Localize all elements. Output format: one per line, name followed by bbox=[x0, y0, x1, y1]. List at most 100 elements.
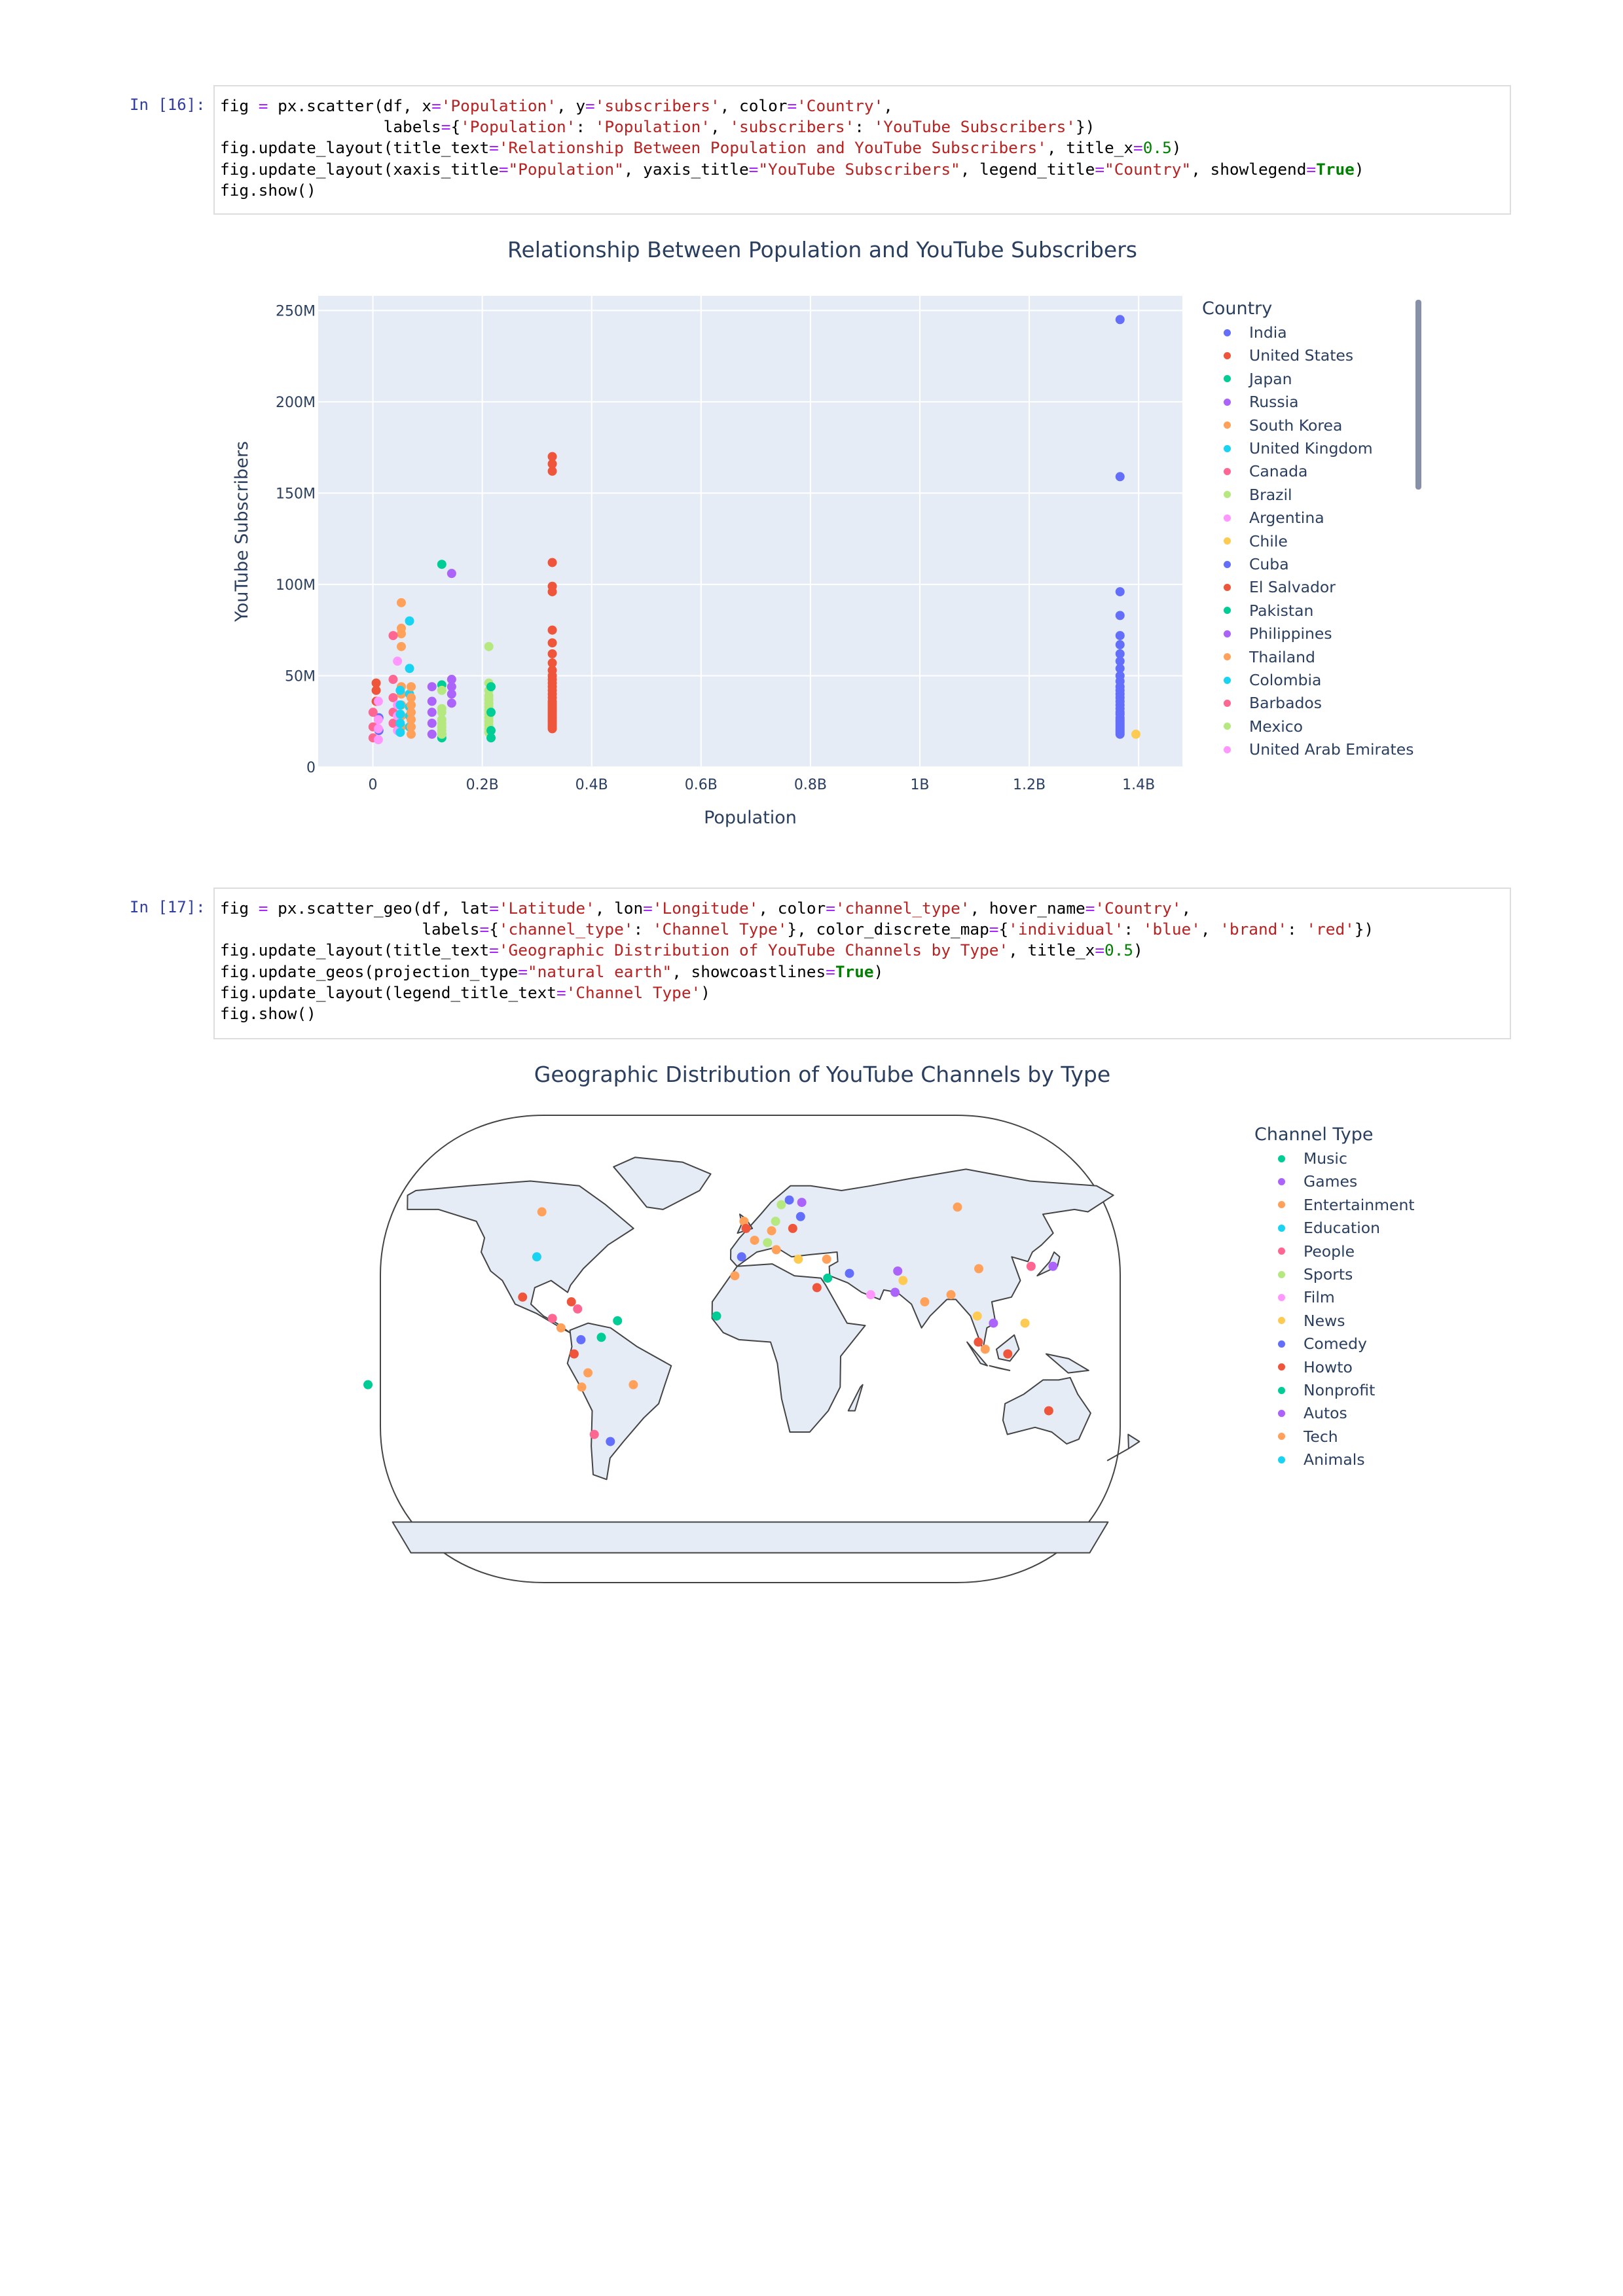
channel-point[interactable] bbox=[920, 1297, 930, 1307]
channel-point[interactable] bbox=[739, 1217, 749, 1227]
channel-point[interactable] bbox=[767, 1226, 776, 1236]
legend-item[interactable]: United Arab Emirates bbox=[1205, 738, 1413, 761]
channel-point[interactable] bbox=[750, 1235, 759, 1245]
channel-point[interactable] bbox=[771, 1245, 781, 1255]
channel-point[interactable] bbox=[556, 1323, 566, 1333]
code-editor[interactable]: fig = px.scatter_geo(df, lat='Latitude',… bbox=[213, 888, 1511, 1039]
legend-item[interactable]: Autos bbox=[1260, 1402, 1347, 1424]
data-point[interactable] bbox=[486, 708, 496, 717]
data-point[interactable] bbox=[373, 696, 383, 706]
channel-point[interactable] bbox=[1026, 1261, 1036, 1271]
channel-point[interactable] bbox=[795, 1211, 805, 1221]
data-point[interactable] bbox=[547, 625, 557, 635]
data-point[interactable] bbox=[437, 729, 447, 739]
data-point[interactable] bbox=[388, 675, 398, 685]
legend-item[interactable]: India bbox=[1205, 321, 1287, 344]
channel-point[interactable] bbox=[606, 1437, 615, 1446]
channel-point[interactable] bbox=[898, 1276, 908, 1285]
legend-item[interactable]: Japan bbox=[1205, 368, 1292, 390]
legend-item[interactable]: Thailand bbox=[1205, 646, 1315, 668]
data-point[interactable] bbox=[437, 560, 447, 569]
data-point[interactable] bbox=[1115, 664, 1125, 673]
legend-item[interactable]: Comedy bbox=[1260, 1333, 1367, 1355]
channel-point[interactable] bbox=[812, 1283, 822, 1293]
data-point[interactable] bbox=[1115, 649, 1125, 658]
channel-point[interactable] bbox=[518, 1292, 528, 1302]
data-point[interactable] bbox=[1115, 315, 1125, 325]
channel-point[interactable] bbox=[771, 1217, 780, 1227]
channel-point[interactable] bbox=[776, 1200, 786, 1210]
legend-item[interactable]: South Korea bbox=[1205, 414, 1342, 437]
channel-point[interactable] bbox=[974, 1337, 983, 1347]
data-point[interactable] bbox=[427, 682, 437, 692]
channel-point[interactable] bbox=[363, 1380, 373, 1390]
data-point[interactable] bbox=[486, 733, 496, 743]
scatter-plot-area[interactable]: 0 0.2B 0.4B 0.6B 0.8B 1B 1.2B 1.4B 0 50M 100M 150M 2… bbox=[213, 223, 1511, 844]
data-point[interactable] bbox=[407, 729, 416, 739]
data-point[interactable] bbox=[437, 685, 447, 695]
channel-point[interactable] bbox=[974, 1264, 984, 1274]
legend-item[interactable]: Colombia bbox=[1205, 669, 1321, 691]
data-point[interactable] bbox=[407, 692, 416, 702]
data-point[interactable] bbox=[388, 719, 398, 728]
legend-item[interactable]: Pakistan bbox=[1205, 600, 1313, 622]
channel-point[interactable] bbox=[596, 1333, 606, 1342]
legend-item[interactable]: News bbox=[1260, 1310, 1345, 1332]
channel-point[interactable] bbox=[573, 1304, 583, 1314]
channel-point[interactable] bbox=[980, 1344, 990, 1354]
data-point[interactable] bbox=[427, 719, 437, 728]
legend-item[interactable]: Tech bbox=[1260, 1426, 1338, 1448]
data-point[interactable] bbox=[405, 616, 414, 626]
legend-item[interactable]: Sports bbox=[1260, 1263, 1353, 1285]
legend-item[interactable]: Brazil bbox=[1205, 484, 1292, 506]
channel-point[interactable] bbox=[569, 1349, 579, 1359]
data-point[interactable] bbox=[447, 675, 456, 685]
channel-point[interactable] bbox=[532, 1252, 541, 1262]
data-point[interactable] bbox=[547, 587, 557, 597]
data-point[interactable] bbox=[486, 682, 496, 692]
legend-item[interactable]: Games bbox=[1260, 1170, 1357, 1193]
legend-item[interactable]: People bbox=[1260, 1240, 1355, 1263]
data-point[interactable] bbox=[395, 709, 405, 719]
legend-item[interactable]: El Salvador bbox=[1205, 576, 1336, 598]
data-point[interactable] bbox=[371, 678, 381, 688]
data-point[interactable] bbox=[1115, 640, 1125, 650]
geo-map[interactable] bbox=[213, 1047, 1511, 1610]
data-point[interactable] bbox=[547, 459, 557, 469]
data-point[interactable] bbox=[407, 700, 416, 710]
data-point[interactable] bbox=[447, 698, 456, 708]
data-point[interactable] bbox=[547, 724, 557, 734]
channel-point[interactable] bbox=[613, 1316, 623, 1325]
channel-point[interactable] bbox=[823, 1273, 833, 1283]
legend-item[interactable]: Philippines bbox=[1205, 622, 1332, 645]
channel-point[interactable] bbox=[1048, 1261, 1058, 1271]
channel-point[interactable] bbox=[972, 1311, 982, 1321]
data-point[interactable] bbox=[547, 558, 557, 567]
legend-item[interactable]: Howto bbox=[1260, 1356, 1353, 1378]
channel-point[interactable] bbox=[793, 1254, 803, 1264]
channel-point[interactable] bbox=[797, 1198, 807, 1208]
channel-point[interactable] bbox=[537, 1207, 547, 1217]
channel-point[interactable] bbox=[547, 1314, 557, 1323]
data-point[interactable] bbox=[388, 631, 398, 641]
data-point[interactable] bbox=[395, 727, 405, 737]
data-point[interactable] bbox=[405, 664, 414, 673]
channel-point[interactable] bbox=[946, 1290, 956, 1300]
data-point[interactable] bbox=[447, 569, 456, 579]
data-point[interactable] bbox=[427, 696, 437, 706]
legend-item[interactable]: Cuba bbox=[1205, 553, 1289, 575]
data-point[interactable] bbox=[373, 735, 383, 745]
channel-point[interactable] bbox=[893, 1266, 903, 1276]
data-point[interactable] bbox=[373, 715, 383, 725]
channel-point[interactable] bbox=[741, 1223, 751, 1233]
channel-point[interactable] bbox=[1020, 1318, 1030, 1328]
data-point[interactable] bbox=[393, 656, 403, 666]
legend-item[interactable]: Entertainment bbox=[1260, 1194, 1415, 1216]
channel-point[interactable] bbox=[730, 1271, 740, 1281]
data-point[interactable] bbox=[371, 685, 381, 695]
data-point[interactable] bbox=[396, 629, 406, 639]
channel-point[interactable] bbox=[737, 1252, 746, 1262]
data-point[interactable] bbox=[547, 466, 557, 476]
data-point[interactable] bbox=[373, 724, 383, 734]
data-point[interactable] bbox=[396, 641, 406, 651]
